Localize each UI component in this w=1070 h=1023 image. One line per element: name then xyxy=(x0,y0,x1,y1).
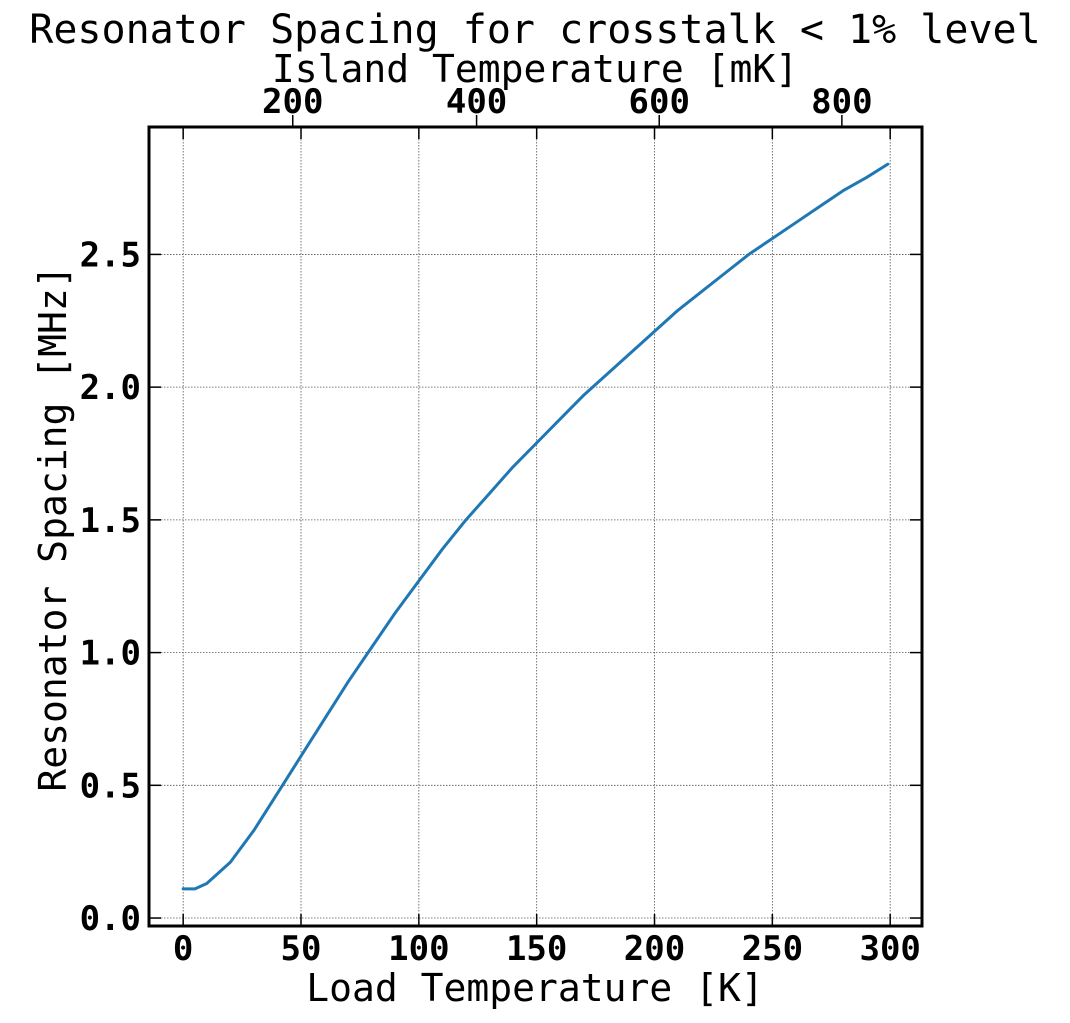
top-x-tick-label: 200 xyxy=(262,82,323,122)
y-tick-label: 0.0 xyxy=(80,899,141,939)
top-x-tick-label: 600 xyxy=(629,82,690,122)
top-x-tick-label: 400 xyxy=(446,82,507,122)
y-axis-label: Resonator Spacing [MHz] xyxy=(31,265,75,791)
x-tick-label: 200 xyxy=(624,929,685,969)
y-tick-label: 1.0 xyxy=(80,634,141,674)
plot-frame xyxy=(147,125,924,928)
x-tick-label: 100 xyxy=(388,929,449,969)
grid-layer xyxy=(149,127,922,926)
series-line xyxy=(181,162,890,891)
y-tick-label: 2.0 xyxy=(80,368,141,408)
x-tick-label: 150 xyxy=(506,929,567,969)
y-tick-label: 2.5 xyxy=(80,235,141,275)
y-tick-label: 0.5 xyxy=(80,766,141,806)
tick-layer: 0 50 100 150 200 250 300 0.0 0.5 1.0 1.5 2.0 2.5 200 4… xyxy=(80,82,922,969)
y-tick-label: 1.5 xyxy=(80,501,141,541)
x-tick-label: 50 xyxy=(281,929,322,969)
series-layer xyxy=(181,162,890,891)
x-tick-label: 300 xyxy=(859,929,920,969)
top-x-tick-label: 800 xyxy=(811,82,872,122)
x-tick-label: 250 xyxy=(742,929,803,969)
x-tick-label: 0 xyxy=(173,929,193,969)
x-axis-label: Load Temperature [K] xyxy=(306,966,764,1010)
top-x-axis-label: Island Temperature [mK] xyxy=(272,47,798,91)
chart-title: Resonator Spacing for crosstalk < 1% lev… xyxy=(29,7,1040,53)
